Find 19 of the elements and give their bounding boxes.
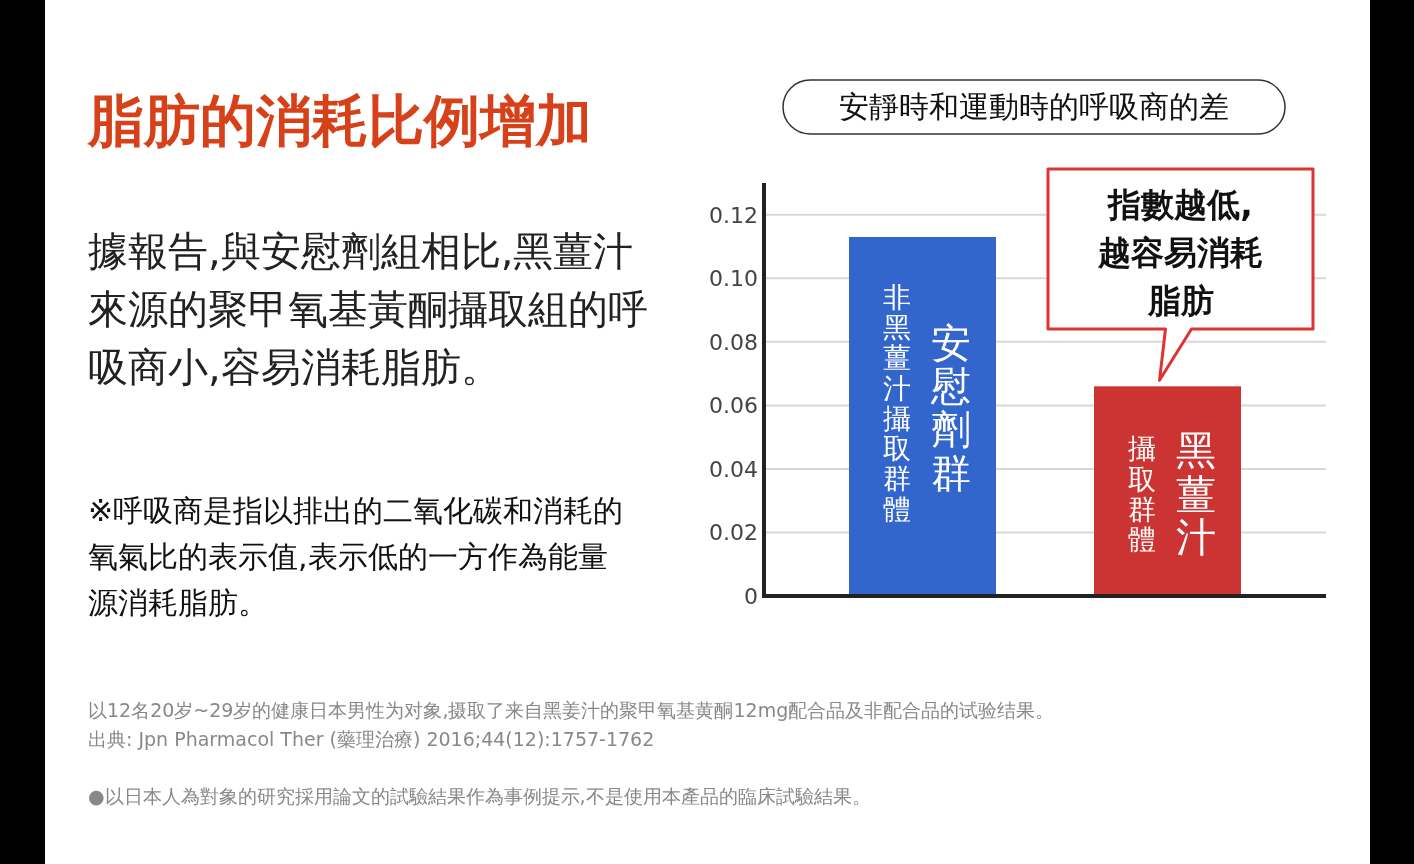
text: ●以日本人為對象的研究採用論文的試驗結果作為事例提示,不是使用本產品的臨床試驗結果。 [88,784,872,809]
annotation: 非黑薑汁攝取群體 [882,281,911,526]
x-tick-label: 黑薑汁 [1175,427,1216,560]
chart-title: 脂肪的消耗比例增加 [88,87,592,155]
y-tick-label: 0.08 [709,329,758,355]
y-tick-label: 0.06 [709,393,758,419]
text: 以12名20岁~29岁的健康日本男性为对象,摄取了来自黑姜汁的聚甲氧基黄酮12mg配合品及非配合品的试验结果。 [88,698,1056,723]
x-tick-label: 安慰劑群 [929,320,971,496]
y-tick-label: 0 [744,584,758,609]
y-tick-label: 0.04 [709,456,758,482]
annotation: 攝取群體 [1127,432,1156,557]
text: ※呼吸商是指以排出的二氧化碳和消耗的氧氣比的表示值,表示低的一方作為能量源消耗脂肪。 [88,492,625,622]
chart-subtitle: 安靜時和運動時的呼吸商的差 [839,89,1229,124]
y-tick-label: 0.10 [709,266,758,292]
y-tick-label: 0.12 [709,202,758,228]
y-tick-label: 0.02 [709,520,758,546]
source-note: 出典: Jpn Pharmacol Ther (藥理治療) 2016;44(12):1757-1762 [88,727,656,752]
annotation: 指數越低,越容易消耗脂肪 [1097,184,1264,322]
text: 據報告,與安慰劑組相比,黑薑汁來源的聚甲氧基黃酮攝取組的呼吸商小,容易消耗脂肪。 [88,227,649,392]
